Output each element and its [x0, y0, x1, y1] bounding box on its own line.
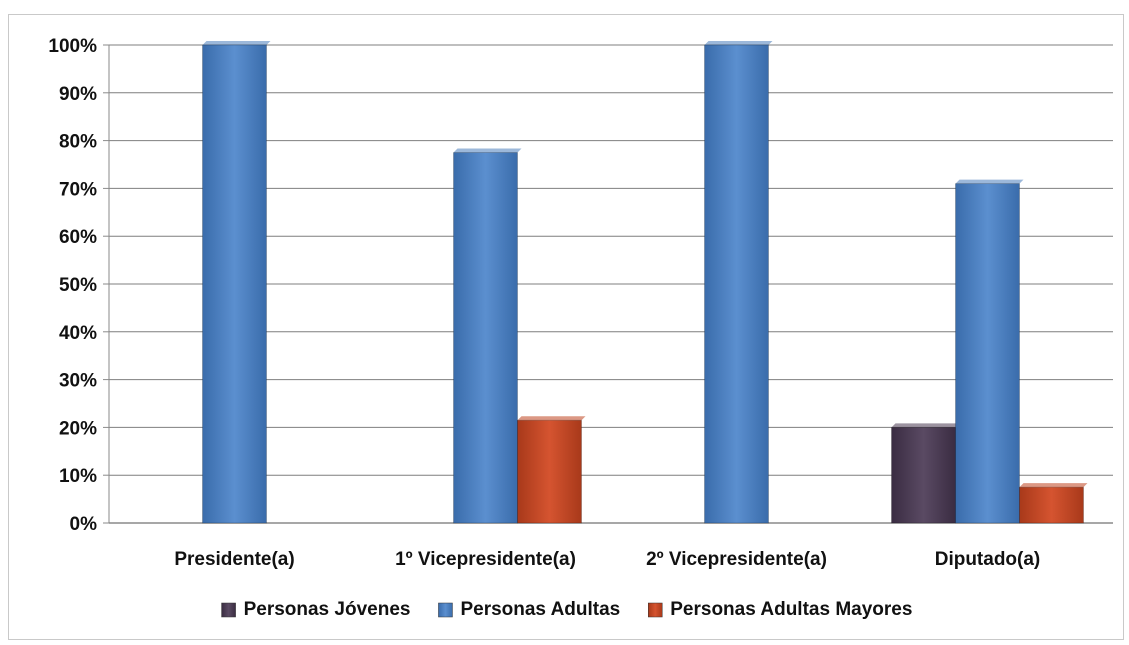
gridlines: [109, 44, 1113, 524]
bar-top-cap: [704, 41, 773, 45]
y-tick-label: 0%: [70, 514, 98, 535]
bars: [202, 41, 1088, 524]
y-tick-label: 80%: [59, 132, 97, 153]
bar-personas-adultas-mayores-1: [517, 419, 582, 524]
bar-chart: 0% 10% 20% 30% 40% 50% 60% 70% 80% 90% 100% Presid…: [48, 36, 1113, 620]
legend-label: Personas Adultas: [460, 599, 620, 620]
legend-label: Personas Jóvenes: [244, 599, 411, 620]
x-category-label: Presidente(a): [174, 549, 294, 570]
bar-personas-adultas-3: [955, 183, 1020, 524]
y-tick-label: 40%: [59, 323, 97, 344]
x-category-label: Diputado(a): [935, 549, 1041, 570]
y-tick-label: 60%: [59, 227, 97, 248]
bar-top-cap: [517, 416, 586, 421]
x-axis: Presidente(a) 1º Vicepresidente(a) 2º Vice…: [174, 549, 1040, 570]
y-tick-label: 10%: [59, 466, 97, 487]
y-tick-label: 100%: [48, 36, 97, 57]
legend-swatch: [221, 602, 236, 618]
bar-personas-j-venes-3: [891, 426, 956, 524]
y-tick-label: 20%: [59, 418, 97, 439]
x-category-label: 2º Vicepresidente(a): [646, 549, 827, 570]
legend-label: Personas Adultas Mayores: [670, 599, 912, 620]
bar-personas-adultas-1: [453, 152, 518, 524]
legend: Personas Jóvenes Personas Adultas Personas…: [221, 599, 912, 620]
bar-top-cap: [453, 148, 522, 153]
legend-swatch: [438, 602, 453, 618]
y-axis: 0% 10% 20% 30% 40% 50% 60% 70% 80% 90% 100%: [48, 36, 110, 535]
x-category-label: 1º Vicepresidente(a): [395, 549, 576, 570]
bar-personas-adultas-mayores-3: [1019, 486, 1084, 524]
y-tick-label: 70%: [59, 179, 97, 200]
y-tick-label: 90%: [59, 84, 97, 105]
chart-frame: 0% 10% 20% 30% 40% 50% 60% 70% 80% 90% 100% Presid…: [8, 14, 1124, 640]
bar-top-cap: [1019, 483, 1088, 488]
y-tick-label: 30%: [59, 371, 97, 392]
legend-swatch: [648, 602, 663, 618]
bar-personas-adultas-2: [704, 44, 769, 524]
bar-top-cap: [891, 423, 960, 428]
bar-top-cap: [955, 179, 1024, 184]
y-tick-label: 50%: [59, 275, 97, 296]
bar-personas-adultas-0: [202, 44, 267, 524]
bar-top-cap: [202, 41, 271, 45]
